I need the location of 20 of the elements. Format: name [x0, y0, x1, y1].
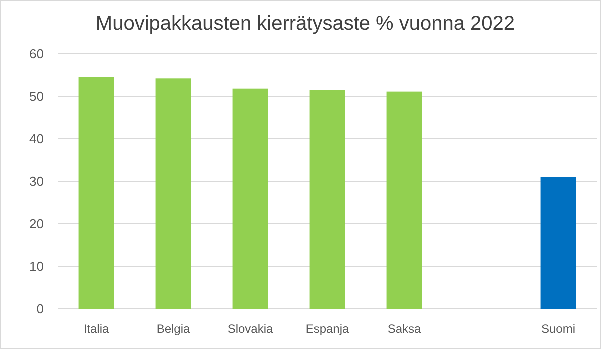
y-tick-label: 40	[30, 132, 44, 147]
x-tick-label: Italia	[84, 322, 110, 336]
x-tick-label: Saksa	[388, 322, 422, 336]
bar	[78, 77, 114, 309]
x-tick-label: Belgia	[156, 322, 191, 336]
x-tick-label: Espanja	[306, 322, 350, 336]
x-tick-label: Slovakia	[228, 322, 274, 336]
y-tick-label: 50	[30, 89, 44, 104]
y-tick-label: 10	[30, 259, 44, 274]
y-tick-label: 60	[30, 46, 44, 62]
y-tick-label: 20	[30, 216, 44, 232]
bar	[156, 78, 192, 309]
bar	[386, 92, 422, 309]
bar	[232, 88, 268, 309]
x-tick-label: Suomi	[541, 322, 576, 336]
y-tick-label: 0	[36, 302, 44, 317]
bar	[540, 177, 576, 309]
bar	[310, 90, 346, 309]
chart-title: Muovipakkausten kierrätysaste % vuonna 2022	[96, 13, 516, 35]
y-tick-label: 30	[30, 174, 44, 190]
